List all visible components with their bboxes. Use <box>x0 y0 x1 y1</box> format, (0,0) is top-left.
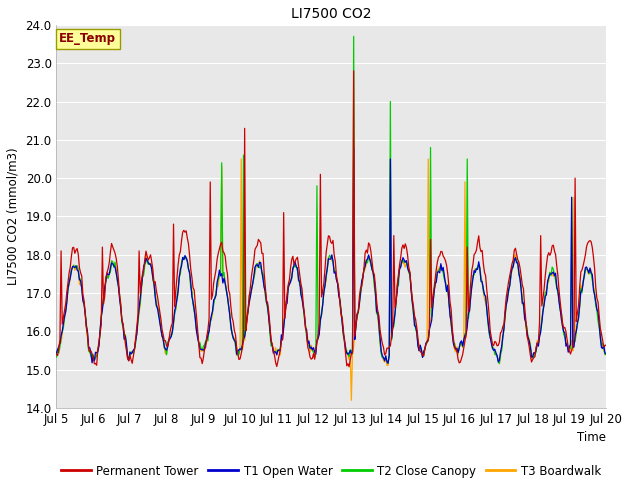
Legend: Permanent Tower, T1 Open Water, T2 Close Canopy, T3 Boardwalk: Permanent Tower, T1 Open Water, T2 Close… <box>56 460 606 480</box>
Title: LI7500 CO2: LI7500 CO2 <box>291 7 372 21</box>
Text: EE_Temp: EE_Temp <box>60 32 116 45</box>
Y-axis label: LI7500 CO2 (mmol/m3): LI7500 CO2 (mmol/m3) <box>7 148 20 285</box>
X-axis label: Time: Time <box>577 432 606 444</box>
